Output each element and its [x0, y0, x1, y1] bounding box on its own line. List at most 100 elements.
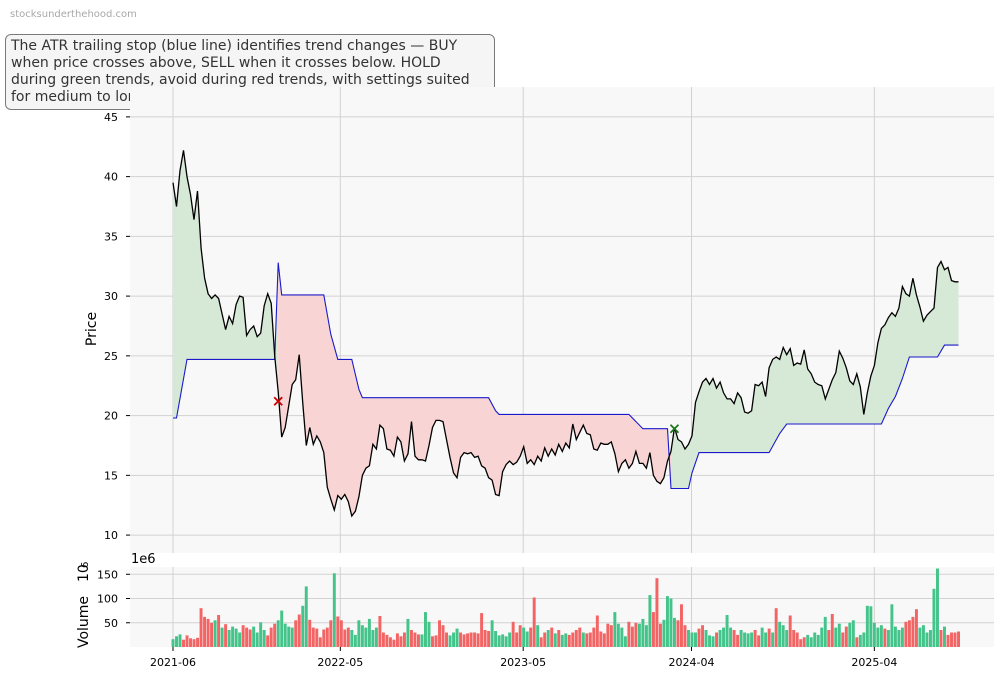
volume-bar-up [252, 626, 256, 647]
price-y-ticks: 10 15 20 25 30 35 40 45 [104, 111, 130, 542]
volume-bar-down [329, 620, 333, 647]
volume-bar-up [497, 635, 501, 647]
volume-bar-down [788, 615, 792, 647]
volume-bar-up [641, 618, 645, 647]
volume-bar-down [196, 637, 200, 647]
volume-bar-up [823, 616, 827, 647]
volume-bar-up [553, 633, 557, 647]
volume-bar-down [388, 637, 392, 647]
volume-bar-up [665, 596, 669, 647]
volume-bar-down [224, 624, 228, 647]
volume-bar-down [210, 622, 214, 647]
volume-bar-down [413, 632, 417, 647]
volume-bar-down [841, 632, 845, 647]
trend-regions [173, 150, 959, 516]
volume-bar-down [248, 629, 252, 647]
volume-bar-down [911, 616, 915, 647]
volume-bar-up [897, 630, 901, 647]
volume-bar-up [809, 637, 813, 647]
volume-bar-down [434, 635, 438, 647]
volume-bar-down [199, 608, 203, 647]
volume-bar-down [399, 636, 403, 647]
price-lines [172, 150, 959, 518]
volume-bar-down [532, 597, 536, 647]
bear-trend-fill [278, 262, 671, 516]
volume-bar-down [315, 628, 319, 647]
volume-bar-up [932, 588, 936, 647]
volume-bar-up [722, 627, 726, 647]
volume-bar-up [581, 632, 585, 647]
volume-bar-down [308, 619, 312, 647]
volume-bar-down [266, 635, 270, 647]
volume-bar-up [213, 620, 217, 647]
volume-bar-down [697, 628, 701, 647]
volume-bar-down [325, 627, 329, 647]
volume-bar-down [715, 632, 719, 647]
volume-bar-up [304, 586, 308, 647]
volume-bar-down [592, 627, 596, 647]
volume-bar-up [490, 620, 494, 647]
volume-bar-down [385, 634, 389, 647]
volume-bar-up [238, 632, 242, 647]
price-axis-label: Price [84, 312, 100, 346]
volume-bar-down [381, 632, 385, 647]
volume-bar-up [862, 632, 866, 647]
volume-bar-up [452, 632, 456, 647]
volume-bar-down [441, 625, 445, 647]
price-tick-label: 40 [104, 171, 118, 184]
volume-bar-down [855, 637, 859, 647]
x-tick-label: 2024-04 [669, 656, 715, 669]
volume-bar-up [360, 625, 364, 647]
volume-bar-up [928, 630, 932, 647]
volume-bar-up [876, 627, 880, 647]
volume-bar-down [515, 632, 519, 647]
volume-bar-down [753, 630, 757, 647]
volume-bar-up [220, 627, 224, 647]
volume-bar-up [785, 630, 789, 647]
volume-bar-down [445, 632, 448, 647]
volume-bar-down [792, 630, 796, 647]
volume-axis-exponent: 6 [80, 562, 91, 568]
volume-bar-up [858, 634, 862, 647]
volume-bar-down [206, 618, 210, 647]
volume-bar-down [736, 634, 740, 647]
volume-bar-up [374, 627, 378, 647]
volume-bar-down [950, 632, 953, 647]
volume-bar-down [529, 627, 533, 647]
volume-bar-down [588, 632, 592, 647]
volume-bar-down [459, 632, 463, 647]
volume-axis-exponent-base: 10 [76, 564, 92, 582]
price-tick-label: 20 [104, 410, 118, 423]
volume-bar-up [332, 573, 336, 647]
volume-bar-up [648, 595, 652, 647]
volume-bar-down [676, 620, 680, 647]
volume-bar-down [518, 625, 522, 647]
volume-bar-up [869, 606, 873, 647]
volume-bar-down [294, 620, 298, 647]
volume-bar-down [757, 635, 761, 647]
volume-bar-down [476, 633, 480, 647]
volume-bar-down [827, 630, 831, 647]
volume-bar-up [231, 626, 235, 647]
x-tick-label: 2025-04 [851, 656, 897, 669]
volume-bar-down [799, 639, 803, 647]
volume-bar-up [406, 618, 410, 647]
volume-bar-up [508, 632, 512, 647]
volume-bar-up [424, 612, 427, 647]
volume-bar-down [182, 639, 185, 647]
volume-bar-down [378, 616, 382, 647]
volume-bar-down [480, 613, 484, 647]
price-panel-background [130, 87, 994, 553]
volume-bar-down [802, 637, 806, 647]
volume-tick-label: 50 [104, 617, 118, 630]
volume-bar-up [564, 633, 568, 647]
volume-bar-down [651, 612, 655, 647]
sell-signal-marker [273, 396, 283, 406]
volume-bar-up [879, 625, 883, 647]
volume-bar-down [767, 628, 771, 647]
volume-bar-down [599, 631, 603, 647]
volume-bar-up [750, 632, 754, 647]
volume-bar-up [816, 634, 820, 647]
volume-bar-down [185, 635, 189, 647]
volume-bar-up [806, 634, 810, 647]
